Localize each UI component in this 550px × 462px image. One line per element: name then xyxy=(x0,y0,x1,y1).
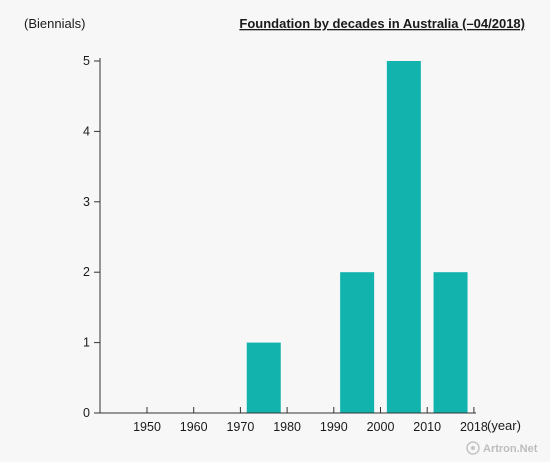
y-tick-label: 4 xyxy=(83,124,90,138)
x-tick-label: 1960 xyxy=(180,420,208,434)
x-tick-label: 1990 xyxy=(320,420,348,434)
x-tick-label: 1950 xyxy=(133,420,161,434)
artron-logo-icon xyxy=(466,441,480,455)
y-tick-label: 3 xyxy=(83,195,90,209)
y-tick-label: 2 xyxy=(83,265,90,279)
watermark-text: Artron.Net xyxy=(483,443,538,455)
x-tick-label: 2018 xyxy=(460,420,488,434)
bars-group xyxy=(246,61,468,413)
y-tick-label: 1 xyxy=(83,336,90,350)
watermark: Artron.Net xyxy=(466,441,538,455)
chart-title: Foundation by decades in Australia (–04/… xyxy=(239,16,525,31)
y-ticks-group: 0 1 2 3 4 5 xyxy=(83,54,100,420)
bar-1970–1980 xyxy=(246,342,281,413)
x-tick-label: 1970 xyxy=(226,420,254,434)
bar-2010–2018 xyxy=(433,272,468,413)
x-tick-label: 2010 xyxy=(413,420,441,434)
bar-1990–2000 xyxy=(340,272,375,413)
x-ticks-group: 1950 1960 1970 1980 1990 2000 2010 2018 xyxy=(133,407,488,434)
y-axis-label: (Biennials) xyxy=(24,16,85,31)
y-tick-label: 5 xyxy=(83,54,90,68)
x-axis-label: (year) xyxy=(487,418,521,433)
y-tick-label: 0 xyxy=(83,406,90,420)
x-tick-label: 2000 xyxy=(367,420,395,434)
bar-2000–2010 xyxy=(386,61,421,413)
x-tick-label: 1980 xyxy=(273,420,301,434)
